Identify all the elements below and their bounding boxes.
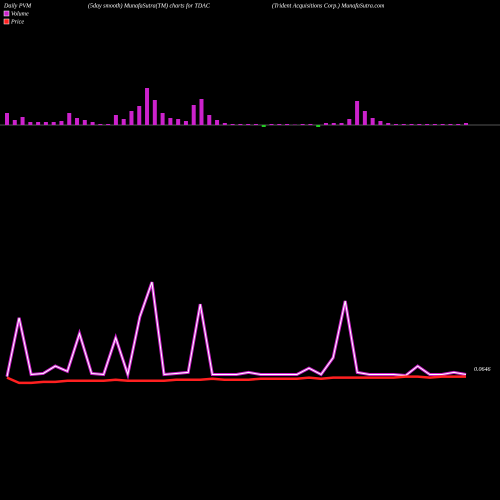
volume-bar: [67, 113, 72, 125]
volume-bar: [207, 115, 212, 125]
volume-bar: [20, 117, 25, 125]
chart-subtitle: (5day smooth) MunafaSutra(TM) charts for…: [88, 2, 211, 9]
legend-label: Volume: [11, 11, 29, 17]
volume-bar: [28, 122, 33, 125]
volume-bar: [331, 123, 336, 125]
volume-bar: [191, 105, 196, 125]
volume-bar: [300, 124, 305, 125]
volume-bar: [409, 124, 414, 125]
volume-bar: [308, 124, 313, 125]
volume-bar: [347, 119, 352, 125]
volume-bar: [36, 122, 41, 125]
volume-bar: [145, 88, 150, 125]
volume-bar: [261, 125, 266, 127]
volume-bar: [378, 121, 383, 125]
volume-bar: [75, 118, 80, 125]
volume-bar: [362, 111, 367, 125]
volume-bar: [137, 106, 142, 125]
volume-bar: [59, 121, 64, 125]
volume-bar: [121, 119, 126, 125]
volume-bar: [277, 124, 282, 125]
volume-bar: [292, 124, 297, 125]
volume-bar: [323, 123, 328, 125]
volume-bar: [448, 124, 453, 125]
volume-bar: [222, 123, 227, 125]
volume-bar: [152, 100, 157, 125]
volume-bar: [82, 120, 87, 125]
volume-bar: [106, 124, 111, 125]
volume-bar: [253, 124, 258, 125]
volume-bar: [5, 113, 9, 125]
volume-bar: [168, 118, 173, 125]
volume-bar: [401, 124, 406, 125]
volume-bar: [90, 122, 95, 125]
volume-bar: [238, 124, 243, 125]
legend-swatch: [3, 10, 10, 17]
volume-bar: [464, 123, 468, 125]
volume-bar: [440, 124, 445, 125]
chart-title: Daily PVM: [3, 3, 32, 9]
volume-bar: [176, 119, 181, 125]
volume-bar: [98, 124, 103, 125]
volume-bar: [215, 120, 220, 125]
volume-bar: [199, 99, 204, 125]
volume-bar: [285, 124, 290, 125]
volume-line: [6, 281, 467, 377]
volume-bar: [43, 122, 48, 125]
volume-bar: [425, 124, 430, 125]
volume-bar: [12, 120, 17, 125]
value-label: 0.0646: [474, 366, 491, 373]
volume-bar: [386, 123, 391, 125]
price-line: [6, 375, 466, 385]
volume-bar: [456, 124, 461, 125]
volume-bar: [129, 111, 134, 125]
volume-bar: [355, 101, 360, 125]
volume-bar: [370, 118, 375, 125]
volume-bar: [246, 124, 251, 125]
volume-bar: [51, 122, 56, 125]
legend-swatch: [3, 18, 10, 25]
volume-bar: [316, 125, 321, 127]
volume-bar: [393, 124, 398, 125]
company-name: (Trident Acquisitions Corp.) MunafaSutra…: [272, 2, 385, 9]
volume-bar: [183, 121, 188, 125]
volume-bar: [432, 124, 437, 125]
volume-bar: [230, 124, 235, 125]
volume-bar: [269, 124, 274, 125]
volume-bar: [339, 123, 344, 125]
volume-bar: [160, 113, 165, 125]
volume-bar: [113, 115, 118, 125]
volume-bar: [417, 124, 422, 125]
legend-label: Price: [10, 19, 24, 25]
